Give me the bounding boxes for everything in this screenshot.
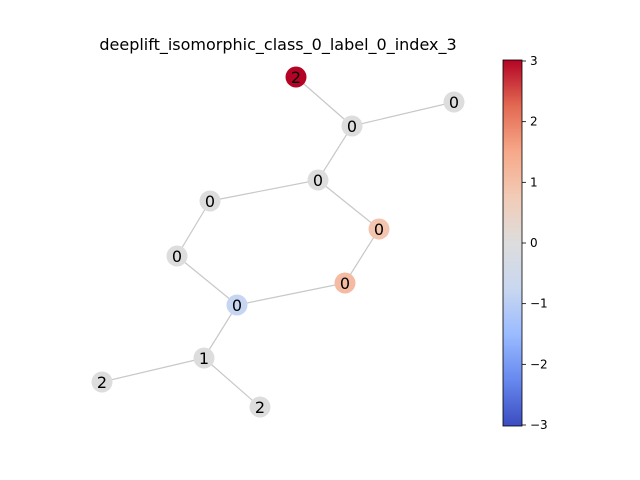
graph-node: 0: [334, 272, 356, 294]
graph-node: 0: [226, 294, 248, 316]
graph-node: 2: [249, 396, 271, 418]
colorbar-tick-label: 2: [530, 115, 538, 129]
graph-edge: [203, 357, 261, 408]
graph-edge: [351, 101, 455, 127]
graph-node-marker: [443, 91, 465, 113]
graph-edges: [101, 76, 455, 408]
graph-node-label: 0: [340, 274, 350, 293]
graph-node-label: 0: [205, 192, 215, 211]
graph-node-marker: [226, 294, 248, 316]
graph-node-label: 0: [449, 93, 459, 112]
graph-node-marker: [199, 190, 221, 212]
graph-node: 0: [166, 245, 188, 267]
graph-node-marker: [341, 115, 363, 137]
colorbar-tick-label: 1: [530, 175, 538, 189]
graph-node-label: 0: [313, 171, 323, 190]
graph-node: 1: [193, 347, 215, 369]
graph-edge: [176, 200, 211, 257]
graph-node-marker: [249, 396, 271, 418]
graph-node-marker: [368, 218, 390, 240]
graph-node-label: 0: [347, 117, 357, 136]
graph-edge: [236, 282, 346, 306]
graph-node-marker: [285, 66, 307, 88]
graph-edge: [101, 357, 205, 383]
graph-node: 2: [285, 66, 307, 88]
graph-node-label: 0: [172, 247, 182, 266]
graph-edge: [209, 179, 319, 202]
colorbar-tick-label: −1: [530, 297, 548, 311]
colorbar-tick-label: 0: [530, 236, 538, 250]
graph-node-label: 0: [374, 220, 384, 239]
graph-node: 0: [199, 190, 221, 212]
graph-node-label: 2: [97, 373, 107, 392]
graph-node: 0: [368, 218, 390, 240]
colorbar-ticks: 3 2 1 0 −1 −2 −3: [522, 54, 548, 432]
graph-node: 0: [341, 115, 363, 137]
graph-edge: [176, 255, 238, 306]
chart-title: deeplift_isomorphic_class_0_label_0_inde…: [99, 35, 456, 55]
colorbar-tick-label: −3: [530, 418, 548, 432]
graph-nodes: 2 0 0 0 0 0 0 0 0 1 2 2: [91, 66, 465, 418]
colorbar-tick-label: −2: [530, 357, 548, 371]
graph-node-marker: [91, 371, 113, 393]
colorbar-tick-label: 3: [530, 54, 538, 68]
graph-node: 2: [91, 371, 113, 393]
graph-node-label: 2: [291, 68, 301, 87]
graph-node: 0: [443, 91, 465, 113]
graph-node-marker: [193, 347, 215, 369]
graph-node-marker: [166, 245, 188, 267]
graph-edge: [295, 76, 353, 127]
graph-edge: [317, 125, 353, 181]
colorbar: 3 2 1 0 −1 −2 −3: [502, 54, 548, 432]
graph-node-marker: [307, 169, 329, 191]
graph-edge: [344, 228, 380, 284]
graph-node: 0: [307, 169, 329, 191]
graph-node-marker: [334, 272, 356, 294]
graph-node-label: 0: [232, 296, 242, 315]
graph-node-label: 2: [255, 398, 265, 417]
colorbar-gradient: [502, 59, 523, 427]
graph-node-label: 1: [199, 349, 209, 368]
graph-edge: [317, 179, 380, 230]
